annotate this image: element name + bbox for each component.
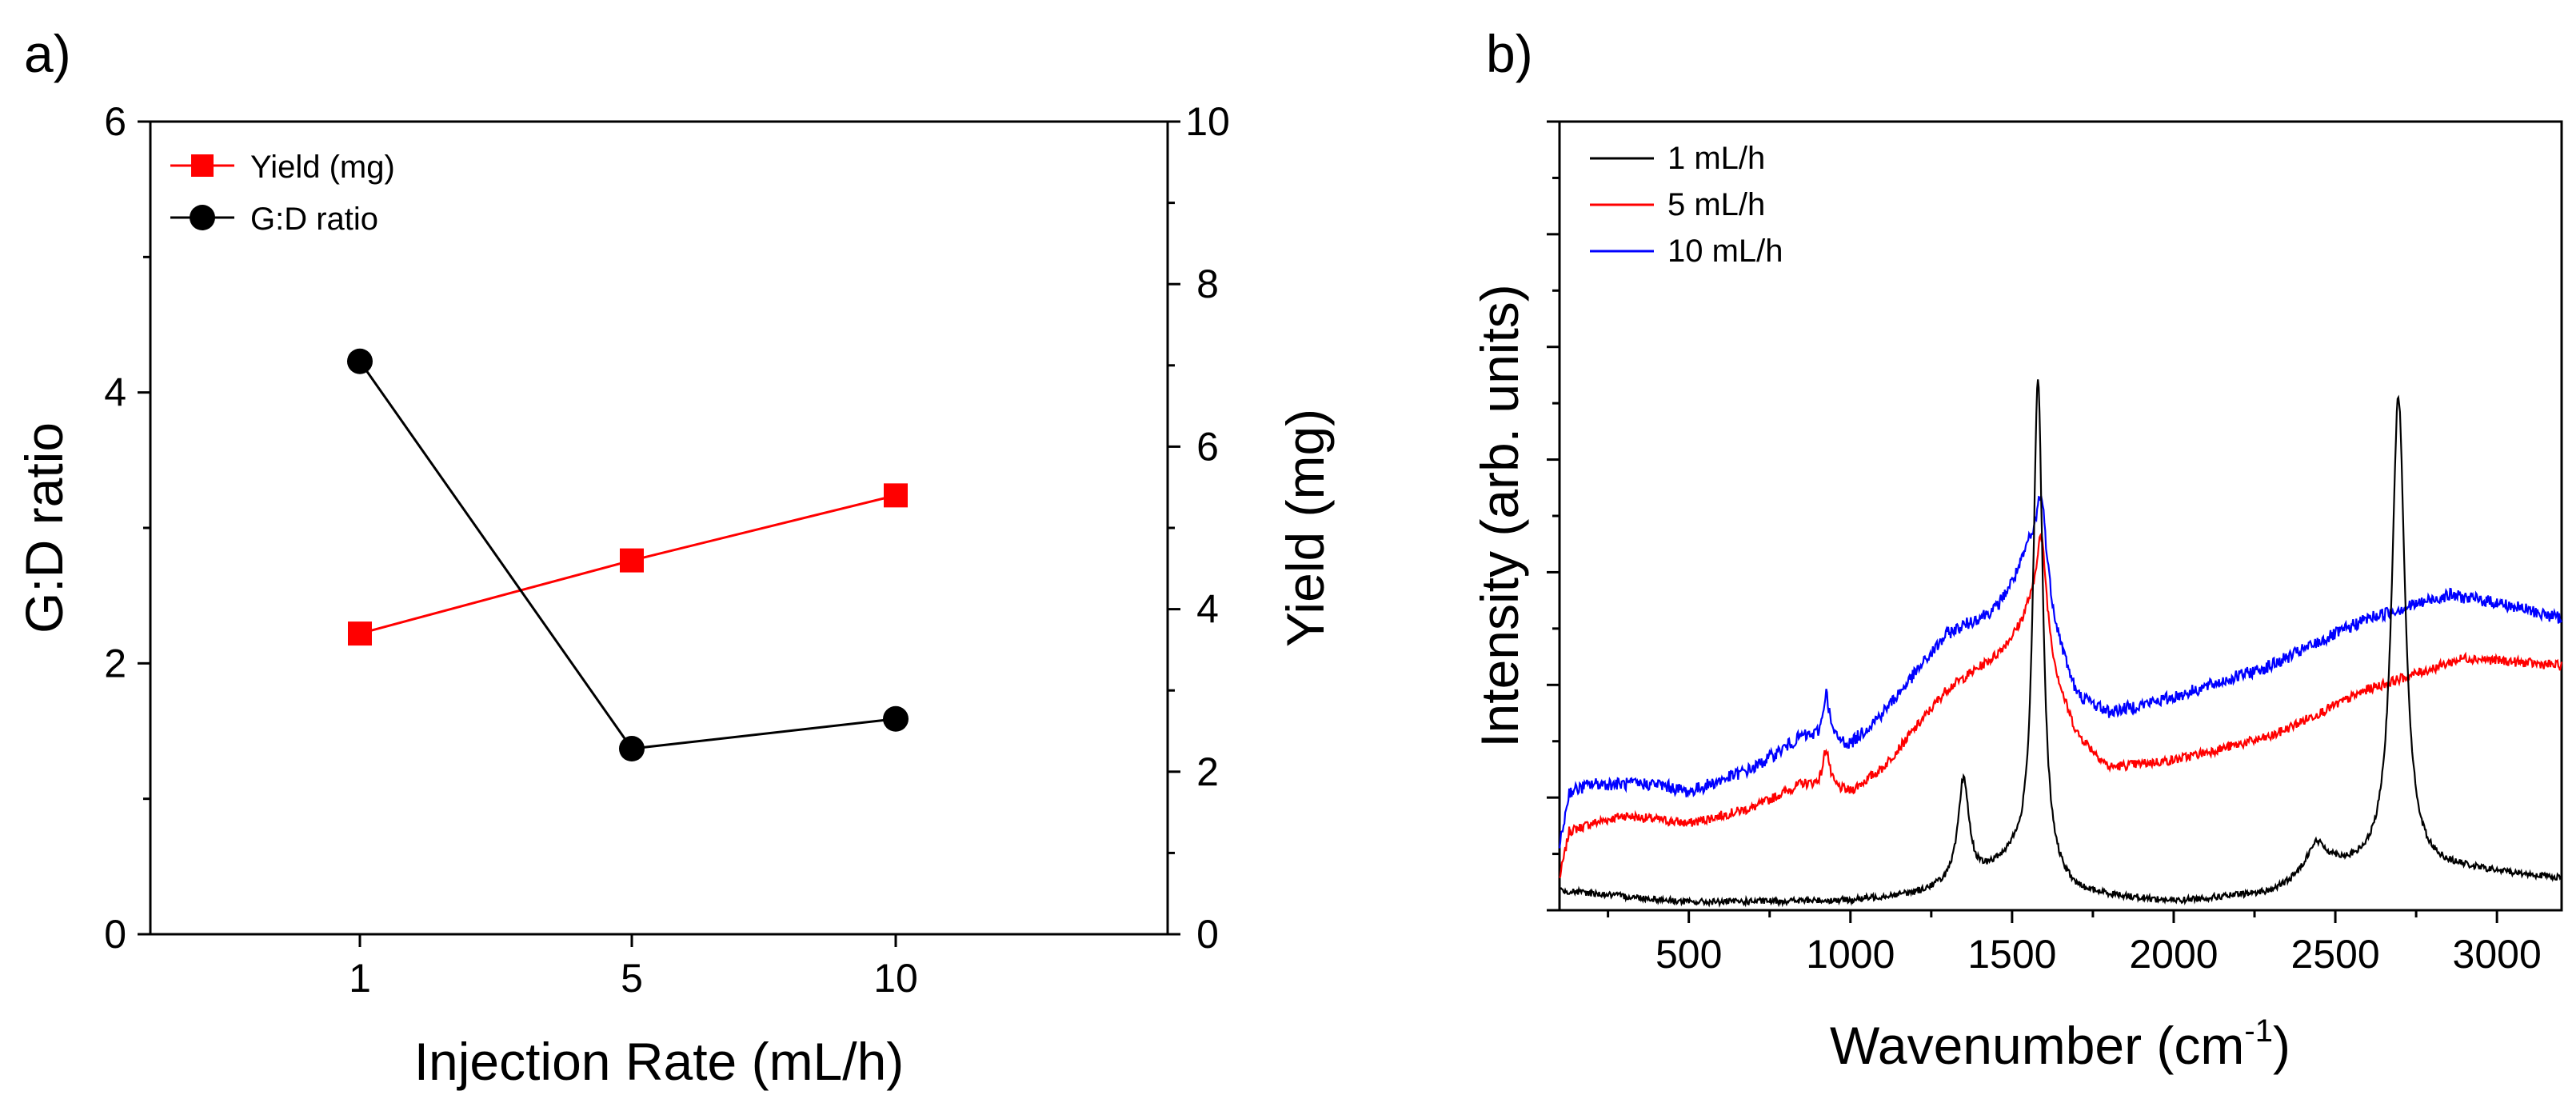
right-tick-label: 4 [1196,587,1219,632]
panel-a-series [347,348,909,762]
right-tick-label: 6 [1196,424,1219,469]
legend-gd-marker [190,205,215,230]
panel-b-series [1558,379,2563,909]
yield-point [884,483,908,508]
gd-ratio-point [883,705,909,732]
x-tick-label: 1500 [1967,932,2056,977]
legend-5mlh-label: 5 mL/h [1667,187,1765,222]
panel-a-xlabel: Injection Rate (mL/h) [414,1032,905,1091]
panel-b-xlabel-sup: -1 [2244,1013,2273,1049]
right-tick-label: 2 [1196,749,1219,794]
panel-a-legend: Yield (mg) G:D ratio [170,150,395,237]
x-tick-label: 500 [1655,932,1722,977]
panel-a-ylabel-right: Yield (mg) [1276,409,1335,647]
x-tick-label: 1 [349,956,371,1001]
left-tick-label: 6 [104,99,126,144]
legend-yield-label: Yield (mg) [250,150,395,185]
x-tick-label: 10 [873,956,918,1001]
x-tick-label: 2000 [2129,932,2218,977]
panel-a-plot-frame [149,120,1169,936]
x-tick-label: 5 [621,956,643,1001]
panel-b-xlabel-end: ) [2273,1016,2290,1075]
panel-b-xlabel-main: Wavenumber (cm [1830,1016,2244,1075]
panel-b-label: b) [1486,24,1533,83]
panel-b-ylabel: Intensity (arb. units) [1470,284,1529,748]
x-tick-label: 1000 [1806,932,1895,977]
left-tick-label: 4 [104,370,126,415]
panel-b-x-axis: 500 1000 1500 2000 2500 3000 [1607,910,2542,977]
legend-gd-label: G:D ratio [250,202,378,237]
panel-a-right-axis: 0 2 4 6 8 10 [1168,99,1230,957]
panel-b-y-axis [1547,120,1560,912]
panel-b: b) 500 1000 1500 2000 2500 3000 Intensity (ar… [1470,24,2563,1075]
right-tick-label: 10 [1185,99,1230,144]
spectrum-5-ml-h [1559,533,2563,879]
yield-point [620,548,644,573]
panel-a-left-axis: 0 2 4 6 [104,99,150,957]
spectrum-1-ml-h [1559,379,2563,909]
legend-10mlh-label: 10 mL/h [1667,234,1783,269]
x-tick-label: 2500 [2290,932,2379,977]
left-tick-label: 2 [104,641,126,685]
gd-ratio-point [347,348,373,374]
right-tick-label: 0 [1196,912,1219,957]
panel-a-ylabel-left: G:D ratio [14,422,74,633]
x-tick-label: 3000 [2453,932,2542,977]
legend-yield-marker [191,154,214,177]
panel-b-legend: 1 mL/h 5 mL/h 10 mL/h [1590,141,1783,269]
panel-a-x-axis: 1 5 10 [349,934,918,1001]
yield-point [348,621,372,646]
panel-a-label: a) [24,24,71,83]
spectrum-10-ml-h [1558,495,2562,849]
legend-1mlh-label: 1 mL/h [1667,141,1765,176]
right-tick-label: 8 [1196,262,1219,306]
panel-b-xlabel: Wavenumber (cm-1) [1830,1013,2290,1075]
gd-ratio-point [619,736,645,762]
left-tick-label: 0 [104,912,126,957]
